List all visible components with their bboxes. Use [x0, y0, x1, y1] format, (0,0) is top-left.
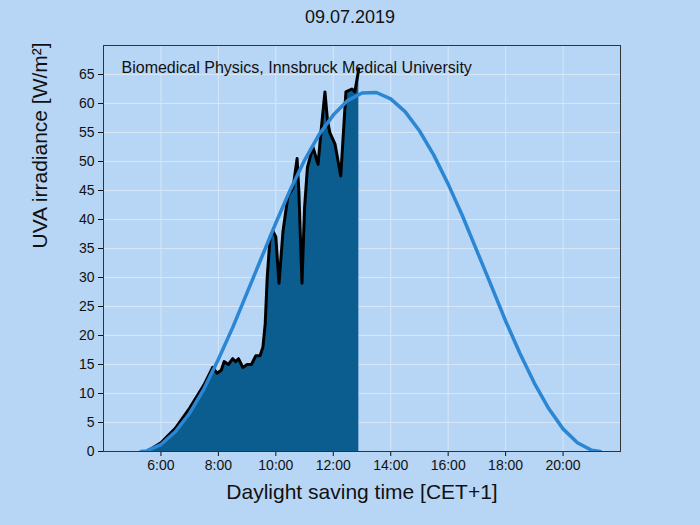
- svg-text:60: 60: [79, 95, 95, 111]
- svg-text:10:00: 10:00: [258, 457, 293, 473]
- svg-text:6:00: 6:00: [147, 457, 174, 473]
- svg-text:20: 20: [79, 327, 95, 343]
- svg-text:55: 55: [79, 124, 95, 140]
- svg-text:30: 30: [79, 269, 95, 285]
- svg-text:5: 5: [87, 414, 95, 430]
- html-text:09.07.2019: 09.07.2019: [305, 7, 395, 27]
- svg-text:UVA irradiance [W/m²]: UVA irradiance [W/m²]: [28, 42, 51, 248]
- svg-text:10: 10: [79, 385, 95, 401]
- svg-text:Biomedical Physics, Innsbruck: Biomedical Physics, Innsbruck Medical Un…: [122, 59, 472, 76]
- svg-text:20:00: 20:00: [546, 457, 581, 473]
- svg-text:16:00: 16:00: [431, 457, 466, 473]
- svg-text:50: 50: [79, 153, 95, 169]
- svg-text:15: 15: [79, 356, 95, 372]
- svg-text:65: 65: [79, 66, 95, 82]
- svg-text:18:00: 18:00: [488, 457, 523, 473]
- svg-text:8:00: 8:00: [205, 457, 232, 473]
- svg-text:45: 45: [79, 182, 95, 198]
- svg-text:14:00: 14:00: [373, 457, 408, 473]
- svg-text:40: 40: [79, 211, 95, 227]
- svg-text:0: 0: [87, 443, 95, 459]
- svg-text:12:00: 12:00: [316, 457, 351, 473]
- svg-text:Daylight saving time [CET+1]: Daylight saving time [CET+1]: [226, 480, 497, 503]
- svg-text:35: 35: [79, 240, 95, 256]
- svg-text:25: 25: [79, 298, 95, 314]
